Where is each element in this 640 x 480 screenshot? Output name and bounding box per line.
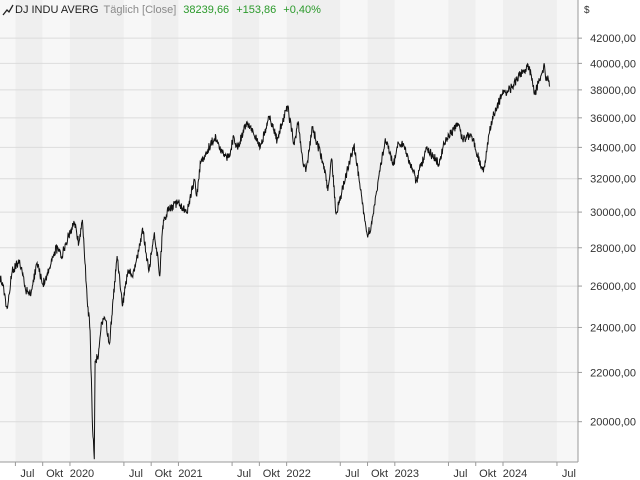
time-band	[15, 0, 43, 462]
time-band	[42, 0, 70, 462]
instrument-name: DJ INDU AVERG	[15, 4, 99, 16]
time-band	[556, 0, 578, 462]
currency-label: $	[584, 5, 590, 16]
x-tick-label: Jul	[129, 468, 143, 480]
time-band	[232, 0, 260, 462]
time-band	[394, 0, 449, 462]
time-band	[367, 0, 395, 462]
time-band	[475, 0, 504, 462]
time-band	[69, 0, 124, 462]
time-band	[151, 0, 179, 462]
x-tick-label: 2021	[178, 468, 202, 480]
price-change: +153,86	[236, 4, 277, 16]
x-tick-label: Okt	[479, 468, 496, 480]
x-tick-label: Jul	[453, 468, 467, 480]
chart-mode-label[interactable]: Täglich [Close]	[103, 4, 177, 16]
chart-logo-icon	[2, 4, 14, 16]
time-band	[340, 0, 368, 462]
y-tick-label: 38000,00	[590, 85, 636, 97]
chart-header: DJ INDU AVERG Täglich [Close] 38239,66 +…	[0, 0, 321, 20]
x-tick-label: Jul	[237, 468, 251, 480]
x-tick-label: Jul	[20, 468, 34, 480]
time-band	[123, 0, 152, 462]
y-axis-panel	[578, 0, 640, 462]
y-tick-label: 22000,00	[590, 367, 636, 379]
y-axis-ticks: 20000,00 22000,00 24000,00 26000,00 28000,00…	[578, 33, 636, 429]
y-tick-label: 24000,00	[590, 322, 636, 334]
x-tick-label: Okt	[46, 468, 63, 480]
time-band	[259, 0, 287, 462]
time-bands	[0, 0, 578, 462]
price-change-percent: +0,40%	[283, 4, 321, 16]
x-tick-label: 2022	[286, 468, 310, 480]
x-tick-label: Okt	[263, 468, 280, 480]
y-tick-label: 20000,00	[590, 417, 636, 429]
price-series-line	[0, 62, 551, 460]
x-tick-label: Jul	[345, 468, 359, 480]
x-tick-label: 2020	[70, 468, 94, 480]
time-band	[0, 0, 16, 462]
y-tick-label: 40000,00	[590, 58, 636, 70]
last-price: 38239,66	[183, 4, 230, 16]
time-band	[286, 0, 341, 462]
y-tick-label: 42000,00	[590, 33, 636, 45]
x-tick-label: 2023	[395, 468, 419, 480]
time-band	[448, 0, 476, 462]
y-tick-label: 28000,00	[590, 243, 636, 255]
x-tick-label: 2024	[503, 468, 527, 480]
y-tick-label: 34000,00	[590, 142, 636, 154]
x-axis-ticks: Jul Okt 2020 Jul Okt 2021 Jul Okt 2022 Jul Okt 2023…	[14, 462, 576, 480]
x-tick-label: Jul	[562, 468, 576, 480]
y-tick-label: 30000,00	[590, 207, 636, 219]
x-tick-label: Okt	[155, 468, 172, 480]
grid-lines	[0, 37, 578, 423]
y-tick-label: 26000,00	[590, 281, 636, 293]
x-tick-label: Okt	[371, 468, 388, 480]
y-tick-label: 32000,00	[590, 174, 636, 186]
time-band	[178, 0, 233, 462]
y-tick-label: 36000,00	[590, 113, 636, 125]
